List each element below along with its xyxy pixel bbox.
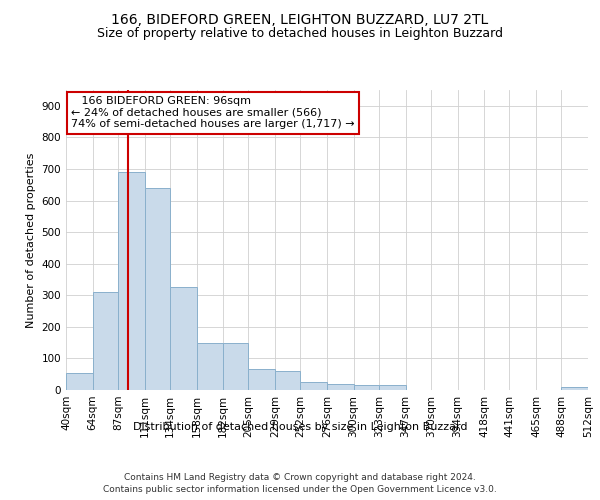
Text: 166, BIDEFORD GREEN, LEIGHTON BUZZARD, LU7 2TL: 166, BIDEFORD GREEN, LEIGHTON BUZZARD, L… (112, 12, 488, 26)
Bar (248, 370, 275, 390)
Text: 166 BIDEFORD GREEN: 96sqm
← 24% of detached houses are smaller (566)
74% of semi: 166 BIDEFORD GREEN: 96sqm ← 24% of detac… (71, 96, 355, 129)
Bar (275, 371, 301, 390)
Bar (145, 188, 170, 390)
Text: Contains HM Land Registry data © Crown copyright and database right 2024.: Contains HM Land Registry data © Crown c… (124, 472, 476, 482)
Bar (66, 372, 92, 390)
Y-axis label: Number of detached properties: Number of detached properties (26, 152, 36, 328)
Text: Size of property relative to detached houses in Leighton Buzzard: Size of property relative to detached ho… (97, 28, 503, 40)
Bar (301, 382, 327, 390)
Bar (223, 342, 248, 390)
Bar (353, 386, 379, 390)
Bar (379, 386, 406, 390)
Bar (562, 387, 588, 390)
Text: Contains public sector information licensed under the Open Government Licence v3: Contains public sector information licen… (103, 485, 497, 494)
Bar (197, 342, 223, 390)
Bar (118, 172, 145, 390)
Text: Distribution of detached houses by size in Leighton Buzzard: Distribution of detached houses by size … (133, 422, 467, 432)
Bar (327, 384, 353, 390)
Bar (92, 292, 118, 390)
Bar (170, 288, 197, 390)
